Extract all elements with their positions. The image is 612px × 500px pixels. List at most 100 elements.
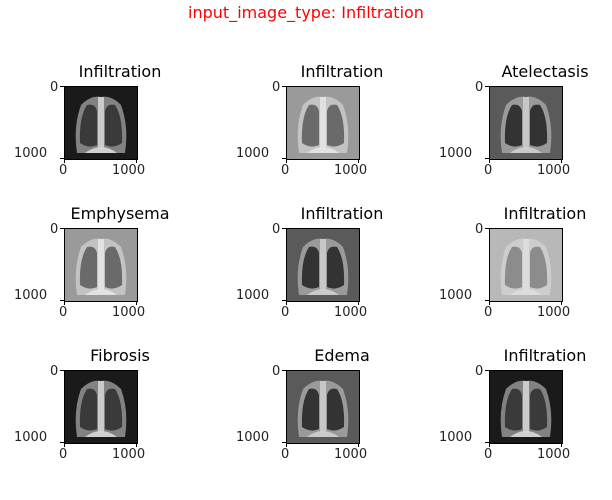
axis-tick-mark <box>485 442 489 443</box>
y-tick-label-0: 0 <box>475 364 484 379</box>
axis-tick-mark <box>489 301 490 305</box>
x-tick-label-1000: 1000 <box>334 447 368 462</box>
axis-tick-mark <box>60 442 64 443</box>
axis-tick-mark <box>60 158 64 159</box>
y-tick-label-1000: 1000 <box>14 430 48 445</box>
xray-panel: Infiltration 0 1000 0 1000 <box>439 204 605 324</box>
xray-panel: Infiltration 0 1000 0 1000 <box>14 62 180 182</box>
xray-panel: Edema 0 1000 0 1000 <box>236 346 402 466</box>
xray-panel: Infiltration 0 1000 0 1000 <box>236 62 402 182</box>
axis-tick-mark <box>489 159 490 163</box>
xray-image <box>64 86 138 160</box>
panel-title: Infiltration <box>503 204 587 223</box>
x-tick-label-0: 0 <box>59 305 68 320</box>
axis-tick-mark <box>358 443 359 447</box>
axis-tick-mark <box>485 370 489 371</box>
xray-image <box>489 86 563 160</box>
axis-tick-mark <box>485 86 489 87</box>
x-tick-label-1000: 1000 <box>537 163 571 178</box>
panel-title: Infiltration <box>78 62 162 81</box>
xray-image <box>489 228 563 302</box>
y-tick-label-0: 0 <box>50 222 59 237</box>
y-tick-label-1000: 1000 <box>14 288 48 303</box>
axis-tick-mark <box>286 443 287 447</box>
panel-title: Infiltration <box>300 204 384 223</box>
y-tick-label-0: 0 <box>50 364 59 379</box>
panel-title: Infiltration <box>503 346 587 365</box>
y-tick-label-0: 0 <box>475 80 484 95</box>
axis-tick-mark <box>136 159 137 163</box>
axis-tick-mark <box>489 443 490 447</box>
axis-tick-mark <box>561 159 562 163</box>
xray-image <box>286 86 360 160</box>
y-tick-label-1000: 1000 <box>439 146 473 161</box>
axis-tick-mark <box>60 86 64 87</box>
xray-image <box>64 370 138 444</box>
x-tick-label-0: 0 <box>59 447 68 462</box>
xray-image <box>286 228 360 302</box>
axis-tick-mark <box>286 301 287 305</box>
axis-tick-mark <box>561 443 562 447</box>
y-tick-label-1000: 1000 <box>439 288 473 303</box>
axis-tick-mark <box>485 300 489 301</box>
xray-panel: Infiltration 0 1000 0 1000 <box>439 346 605 466</box>
x-tick-label-1000: 1000 <box>334 163 368 178</box>
panel-title: Atelectasis <box>501 62 589 81</box>
x-tick-label-1000: 1000 <box>112 305 146 320</box>
x-tick-label-0: 0 <box>281 447 290 462</box>
xray-panel: Fibrosis 0 1000 0 1000 <box>14 346 180 466</box>
axis-tick-mark <box>64 443 65 447</box>
axis-tick-mark <box>286 159 287 163</box>
panel-title: Infiltration <box>300 62 384 81</box>
x-tick-label-0: 0 <box>484 447 493 462</box>
axis-tick-mark <box>358 301 359 305</box>
figure-suptitle: input_image_type: Infiltration <box>188 3 424 22</box>
y-tick-label-0: 0 <box>272 222 281 237</box>
axis-tick-mark <box>485 228 489 229</box>
xray-image <box>64 228 138 302</box>
x-tick-label-0: 0 <box>484 163 493 178</box>
axis-tick-mark <box>485 158 489 159</box>
xray-image <box>489 370 563 444</box>
panel-title: Fibrosis <box>90 346 150 365</box>
y-tick-label-0: 0 <box>272 80 281 95</box>
panel-title: Edema <box>314 346 370 365</box>
x-tick-label-1000: 1000 <box>112 447 146 462</box>
axis-tick-mark <box>282 228 286 229</box>
axis-tick-mark <box>136 443 137 447</box>
y-tick-label-0: 0 <box>272 364 281 379</box>
axis-tick-mark <box>282 86 286 87</box>
x-tick-label-1000: 1000 <box>112 163 146 178</box>
x-tick-label-0: 0 <box>484 305 493 320</box>
x-tick-label-1000: 1000 <box>537 447 571 462</box>
xray-panel: Emphysema 0 1000 0 1000 <box>14 204 180 324</box>
y-tick-label-0: 0 <box>475 222 484 237</box>
y-tick-label-1000: 1000 <box>14 146 48 161</box>
axis-tick-mark <box>282 370 286 371</box>
x-tick-label-0: 0 <box>281 163 290 178</box>
x-tick-label-0: 0 <box>59 163 68 178</box>
axis-tick-mark <box>60 370 64 371</box>
x-tick-label-1000: 1000 <box>334 305 368 320</box>
axis-tick-mark <box>282 158 286 159</box>
y-tick-label-1000: 1000 <box>236 288 270 303</box>
panel-title: Emphysema <box>70 204 170 223</box>
axis-tick-mark <box>60 228 64 229</box>
y-tick-label-1000: 1000 <box>236 430 270 445</box>
axis-tick-mark <box>136 301 137 305</box>
axis-tick-mark <box>282 442 286 443</box>
y-tick-label-1000: 1000 <box>439 430 473 445</box>
x-tick-label-0: 0 <box>281 305 290 320</box>
y-tick-label-1000: 1000 <box>236 146 270 161</box>
xray-panel: Infiltration 0 1000 0 1000 <box>236 204 402 324</box>
axis-tick-mark <box>64 301 65 305</box>
axis-tick-mark <box>282 300 286 301</box>
axis-tick-mark <box>64 159 65 163</box>
x-tick-label-1000: 1000 <box>537 305 571 320</box>
xray-image <box>286 370 360 444</box>
axis-tick-mark <box>358 159 359 163</box>
y-tick-label-0: 0 <box>50 80 59 95</box>
axis-tick-mark <box>561 301 562 305</box>
xray-panel: Atelectasis 0 1000 0 1000 <box>439 62 605 182</box>
axis-tick-mark <box>60 300 64 301</box>
